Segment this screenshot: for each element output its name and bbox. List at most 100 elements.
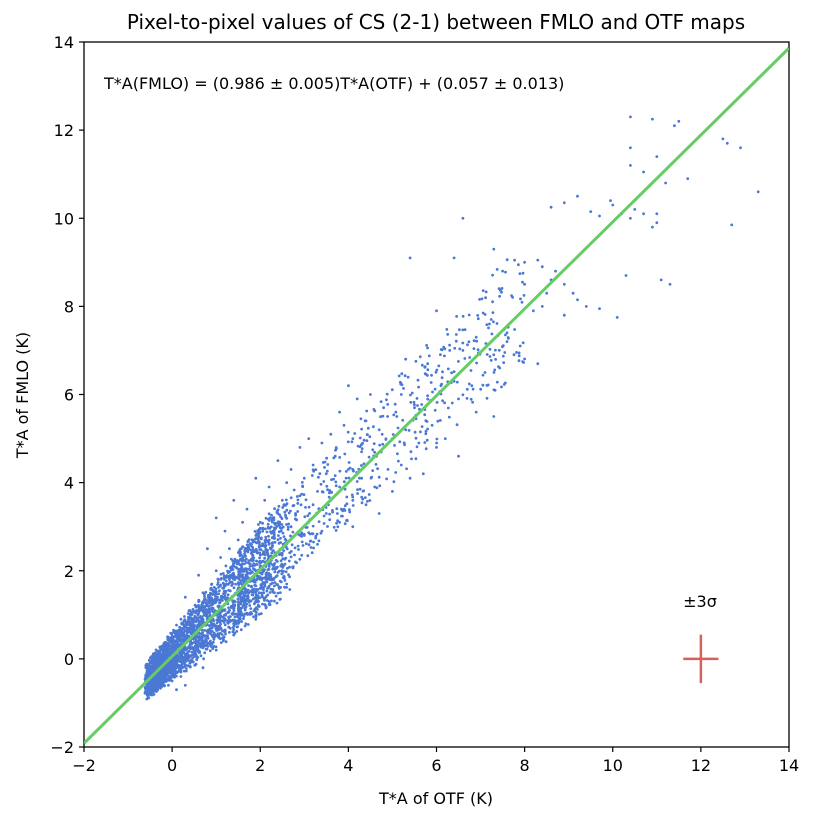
data-point: [356, 444, 360, 448]
data-point: [458, 347, 462, 351]
data-point: [236, 575, 240, 579]
data-point: [335, 521, 338, 525]
data-point: [217, 636, 221, 639]
data-point: [307, 437, 311, 440]
data-point: [175, 662, 179, 665]
data-point: [505, 331, 509, 335]
data-point: [278, 553, 281, 556]
data-point: [168, 640, 172, 644]
data-point: [373, 409, 377, 413]
data-point: [330, 478, 333, 481]
data-point: [472, 347, 476, 350]
data-point: [476, 314, 480, 317]
data-point: [328, 518, 332, 522]
data-point: [730, 223, 734, 227]
data-point: [436, 419, 440, 423]
data-point: [163, 641, 166, 645]
data-point: [521, 341, 525, 345]
data-point: [343, 504, 347, 508]
data-point: [435, 441, 438, 445]
data-point: [231, 559, 235, 563]
data-point: [197, 634, 201, 638]
data-point: [187, 656, 191, 660]
data-point: [435, 446, 438, 449]
data-point: [399, 393, 403, 396]
data-point: [267, 538, 271, 542]
data-point: [238, 563, 242, 566]
data-point: [254, 617, 258, 621]
data-point: [182, 657, 186, 661]
data-point: [172, 668, 176, 672]
data-point: [144, 673, 148, 677]
data-point: [228, 574, 232, 577]
data-point: [231, 626, 235, 629]
data-point: [183, 618, 187, 622]
data-point: [223, 529, 227, 533]
error-bar-group: [683, 634, 719, 684]
data-point: [174, 633, 178, 636]
data-point: [263, 553, 267, 557]
data-point: [253, 596, 257, 600]
data-point: [197, 616, 201, 619]
data-point: [240, 590, 244, 594]
data-point: [314, 536, 318, 540]
data-point: [187, 609, 191, 613]
data-point: [402, 387, 405, 390]
data-point: [536, 362, 540, 366]
data-point: [193, 624, 197, 628]
data-point: [230, 557, 233, 561]
data-point: [179, 675, 183, 678]
data-point: [214, 590, 218, 594]
data-point: [668, 282, 672, 286]
data-point: [194, 641, 198, 645]
data-point: [246, 623, 250, 626]
data-point: [236, 597, 240, 601]
data-point: [197, 598, 201, 602]
data-point: [238, 554, 242, 558]
data-point: [629, 164, 632, 167]
data-point: [523, 260, 526, 264]
data-point: [394, 410, 398, 414]
data-point: [150, 666, 154, 669]
data-point: [150, 668, 153, 672]
data-point: [211, 602, 215, 606]
data-point: [289, 525, 293, 529]
data-point: [248, 568, 252, 572]
data-point: [204, 634, 208, 638]
data-point: [221, 586, 225, 590]
data-point: [240, 620, 244, 623]
data-point: [197, 619, 201, 623]
data-point: [478, 298, 481, 301]
data-point: [180, 622, 184, 626]
data-point: [226, 610, 230, 614]
data-point: [258, 596, 262, 600]
data-point: [426, 427, 429, 431]
data-point: [655, 155, 659, 159]
data-point: [361, 441, 364, 445]
data-point: [414, 457, 418, 461]
data-point: [393, 402, 397, 406]
data-point: [440, 348, 444, 352]
data-point: [483, 371, 487, 374]
data-point: [532, 309, 535, 313]
data-point: [385, 398, 388, 402]
data-point: [189, 621, 193, 625]
data-point: [171, 661, 175, 665]
data-point: [214, 601, 217, 605]
data-point: [208, 649, 212, 653]
data-point: [255, 596, 259, 600]
data-point: [435, 437, 439, 441]
data-point: [450, 371, 453, 375]
data-point: [271, 581, 274, 585]
y-tick-label: 12: [54, 121, 74, 140]
data-point: [234, 582, 238, 586]
data-point: [261, 529, 265, 533]
data-point: [562, 201, 566, 205]
data-point: [295, 495, 299, 498]
data-point: [308, 512, 311, 515]
data-point: [485, 384, 489, 387]
data-point: [401, 418, 405, 422]
data-point: [497, 348, 501, 352]
data-point: [372, 442, 376, 445]
data-point: [155, 657, 159, 660]
